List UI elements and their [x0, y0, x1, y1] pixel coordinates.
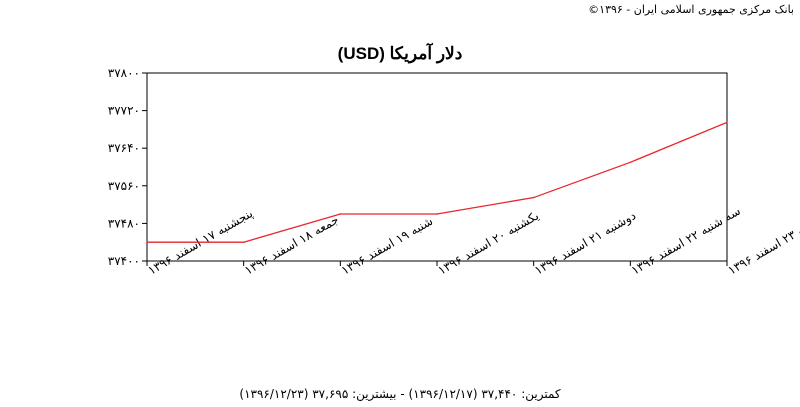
x-tick-label: دوشنبه ۲۱ اسفند ۱۳۹۶ — [532, 208, 639, 278]
summary-footer: کمترین: ۳۷,۴۴۰ (۱۳۹۶/۱۲/۱۷) - بیشترین: ۳… — [239, 387, 561, 401]
data-point — [532, 196, 535, 199]
y-tick-label: ۳۷۶۴۰ — [108, 141, 140, 155]
data-point — [629, 161, 632, 164]
x-tick-label: شنبه ۱۹ اسفند ۱۳۹۶ — [339, 214, 435, 278]
y-tick-label: ۳۷۴۸۰ — [108, 216, 140, 230]
chart-title: دلار آمریکا (USD) — [337, 44, 463, 63]
plot-frame — [146, 72, 728, 262]
y-tick-label: ۳۷۵۶۰ — [108, 179, 140, 193]
copyright-notice: بانک مرکزی جمهوری اسلامی ایران - ۱۳۹۶© — [588, 3, 794, 16]
data-point — [146, 241, 148, 243]
x-tick-label: یکشنبه ۲۰ اسفند ۱۳۹۶ — [436, 209, 542, 278]
y-tick-label: ۳۷۸۰۰ — [108, 66, 140, 80]
data-point — [339, 213, 342, 215]
data-point — [436, 213, 438, 215]
data-point — [726, 121, 728, 124]
x-tick-label: جمعه ۱۸ اسفند ۱۳۹۶ — [242, 212, 341, 277]
y-tick-label: ۳۷۷۲۰ — [108, 104, 140, 118]
data-point — [242, 241, 245, 243]
y-tick-label: ۳۷۴۰۰ — [108, 254, 140, 268]
